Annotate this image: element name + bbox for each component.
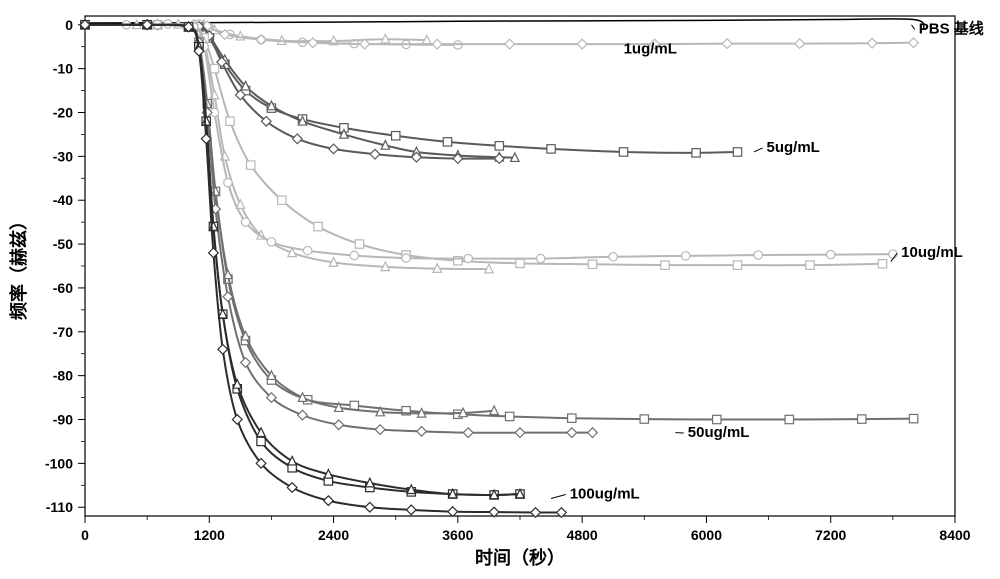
series-10ug-b <box>85 25 489 269</box>
svg-text:6000: 6000 <box>691 527 722 543</box>
svg-text:-60: -60 <box>53 280 73 296</box>
y-axis-title: 频率（赫兹） <box>8 212 29 320</box>
svg-text:1200: 1200 <box>194 527 225 543</box>
series-50ug-b <box>85 25 494 414</box>
x-axis-title: 时间（秒） <box>475 547 565 568</box>
series-50ug-c <box>85 25 593 433</box>
annotation: 10ug/mL <box>901 244 963 261</box>
annotation: 5ug/mL <box>767 139 820 156</box>
svg-text:0: 0 <box>65 17 73 33</box>
svg-text:-90: -90 <box>53 412 73 428</box>
chart-svg: 0 1200 2400 3600 4800 6000 7200 8400 时间（秒） 0 -10 -2… <box>0 0 1000 579</box>
svg-text:4800: 4800 <box>567 527 598 543</box>
annotation: 50ug/mL <box>688 424 750 441</box>
svg-text:-100: -100 <box>45 455 73 471</box>
svg-text:-80: -80 <box>53 368 73 384</box>
svg-text:8400: 8400 <box>939 527 970 543</box>
svg-text:-10: -10 <box>53 61 73 77</box>
series-1ug-a <box>85 24 458 45</box>
svg-text:3600: 3600 <box>442 527 473 543</box>
frequency-vs-time-chart: 0 1200 2400 3600 4800 6000 7200 8400 时间（秒） 0 -10 -2… <box>0 0 1000 579</box>
annotation: 1ug/mL <box>624 40 677 57</box>
annotation: 100ug/mL <box>570 485 640 502</box>
annotation: PBS 基线 <box>919 20 984 38</box>
svg-text:-30: -30 <box>53 148 73 164</box>
svg-text:-70: -70 <box>53 324 73 340</box>
svg-text:-110: -110 <box>46 499 73 515</box>
svg-text:-50: -50 <box>53 236 73 252</box>
svg-text:0: 0 <box>81 527 89 543</box>
svg-text:7200: 7200 <box>815 527 846 543</box>
svg-text:2400: 2400 <box>318 527 349 543</box>
svg-text:-40: -40 <box>53 192 73 208</box>
svg-text:-20: -20 <box>53 104 73 120</box>
